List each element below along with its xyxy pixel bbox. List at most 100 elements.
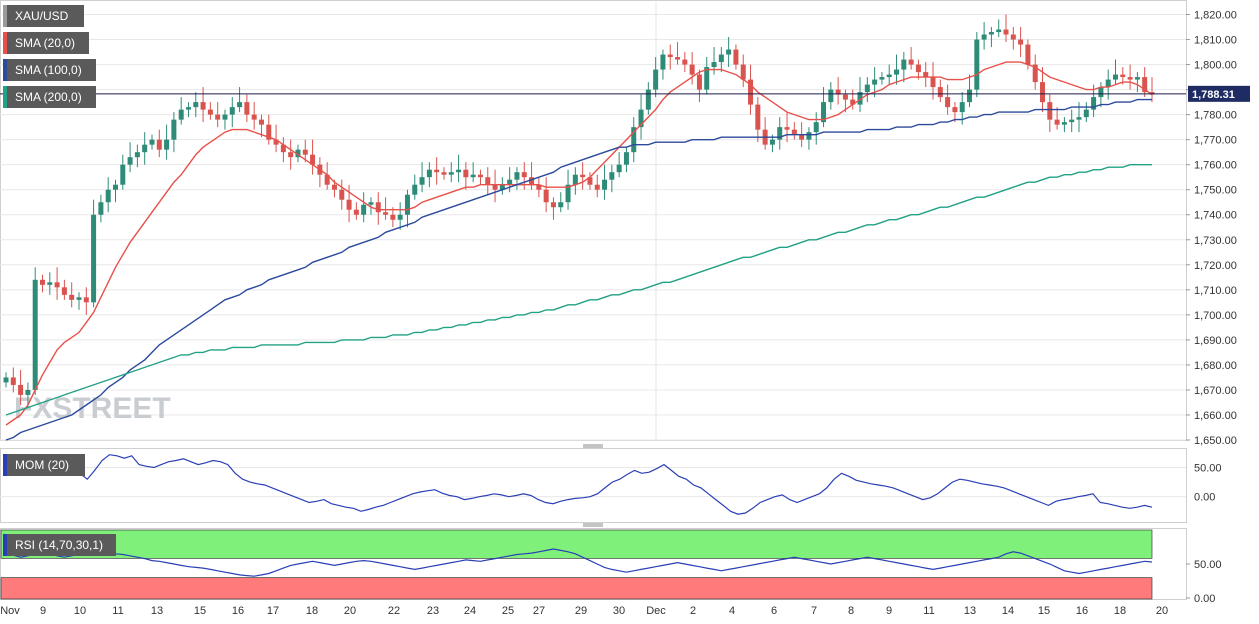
candle-body [623, 152, 629, 165]
candle-body [784, 127, 790, 130]
price-panel-frame [0, 0, 1187, 441]
candle-body [901, 59, 907, 70]
candle-body [740, 64, 746, 80]
rsi-axis-label: 0.00 [1194, 593, 1215, 605]
candle-body [704, 67, 710, 90]
candle-body [828, 89, 834, 103]
candle-body [32, 279, 38, 390]
candle-body [602, 179, 608, 190]
legend-rsi[interactable]: RSI (14,70,30,1) [3, 534, 116, 556]
x-axis-label: Nov [0, 605, 20, 617]
candle-body [273, 139, 279, 145]
x-axis-label: 11 [112, 605, 123, 617]
candle-body [952, 107, 958, 113]
candle-body [631, 127, 637, 153]
candle-body [1127, 77, 1133, 80]
candle-body [448, 172, 454, 175]
candle-body [791, 129, 797, 135]
candle-body [280, 144, 286, 153]
candle-body [54, 282, 60, 288]
x-axis-label: 25 [502, 605, 514, 617]
candle-body [1076, 117, 1082, 120]
candle-body [937, 87, 943, 98]
candle-body [1083, 109, 1089, 118]
candle-body [536, 184, 542, 190]
candle-body [302, 149, 308, 155]
candle-body [915, 64, 921, 73]
candle-body [361, 204, 367, 215]
candle-body [266, 124, 272, 140]
candle-body [930, 77, 936, 88]
candle-body [441, 172, 447, 175]
candle-body [959, 102, 965, 113]
legend-sma-20-label: SMA (20,0) [15, 36, 76, 50]
candle-body [1098, 87, 1104, 98]
legend-momentum-label: MOM (20) [15, 458, 69, 472]
candle-body [251, 114, 257, 120]
candle-body [229, 107, 235, 115]
candle-body [799, 134, 805, 140]
legend-xauusd[interactable]: XAU/USD [3, 5, 84, 27]
candle-body [61, 287, 67, 295]
candle-body [178, 109, 184, 120]
candle-body [237, 102, 243, 108]
candle-body [638, 109, 644, 128]
candle-body [10, 377, 16, 385]
rsi-oversold-zone [0, 577, 1153, 600]
x-axis-label: 8 [848, 605, 854, 617]
candle-body [857, 92, 863, 105]
x-axis-label: 7 [811, 605, 817, 617]
candle-body [1120, 74, 1126, 78]
price-axis-label: 1,760.00 [1194, 160, 1237, 172]
candle-body [908, 59, 914, 65]
candle-body [1003, 29, 1009, 35]
candle-body [412, 184, 418, 195]
price-axis-label: 1,670.00 [1194, 385, 1237, 397]
rsi-axis-label: 50.00 [1194, 559, 1222, 571]
candle-body [69, 294, 75, 300]
candle-body [645, 89, 651, 110]
candle-body [164, 139, 170, 150]
candle-body [550, 202, 556, 208]
candle-body [149, 139, 155, 145]
price-axis-label: 1,780.00 [1194, 110, 1237, 122]
candle-body [988, 32, 994, 35]
x-axis-label: 10 [74, 605, 86, 617]
legend-momentum[interactable]: MOM (20) [3, 454, 85, 476]
price-axis-label: 1,750.00 [1194, 185, 1237, 197]
candle-body [981, 34, 987, 40]
candle-body [755, 104, 761, 130]
candle-body [1069, 119, 1075, 123]
x-axis-label: 15 [194, 605, 206, 617]
candle-body [310, 154, 316, 165]
candle-body [397, 214, 403, 220]
legend-sma-200[interactable]: SMA (200,0) [3, 86, 96, 108]
candle-body [383, 212, 389, 215]
candle-body [1113, 74, 1119, 80]
candle-body [193, 102, 199, 108]
price-axis-label: 1,690.00 [1194, 335, 1237, 347]
candle-body [864, 84, 870, 93]
x-axis-label: 23 [427, 605, 439, 617]
candle-body [390, 214, 396, 220]
candle-body [1010, 34, 1016, 40]
candle-body [748, 79, 754, 105]
candle-body [463, 169, 469, 178]
legend-sma-100-swatch [3, 59, 7, 81]
candle-body [404, 194, 410, 215]
candle-body [258, 119, 264, 125]
price-axis-label: 1,740.00 [1194, 210, 1237, 222]
candle-body [879, 77, 885, 80]
legend-sma-100-label: SMA (100,0) [15, 63, 82, 77]
legend-sma-20[interactable]: SMA (20,0) [3, 32, 89, 54]
candle-body [769, 139, 775, 145]
candle-body [514, 172, 520, 180]
candle-body [134, 152, 140, 158]
candle-body [616, 164, 622, 173]
legend-sma-200-swatch [3, 86, 7, 108]
x-axis-label: 15 [1038, 605, 1050, 617]
candle-body [872, 79, 878, 85]
candle-body [353, 209, 359, 215]
legend-sma-100[interactable]: SMA (100,0) [3, 59, 96, 81]
x-axis-label: 27 [533, 605, 545, 617]
